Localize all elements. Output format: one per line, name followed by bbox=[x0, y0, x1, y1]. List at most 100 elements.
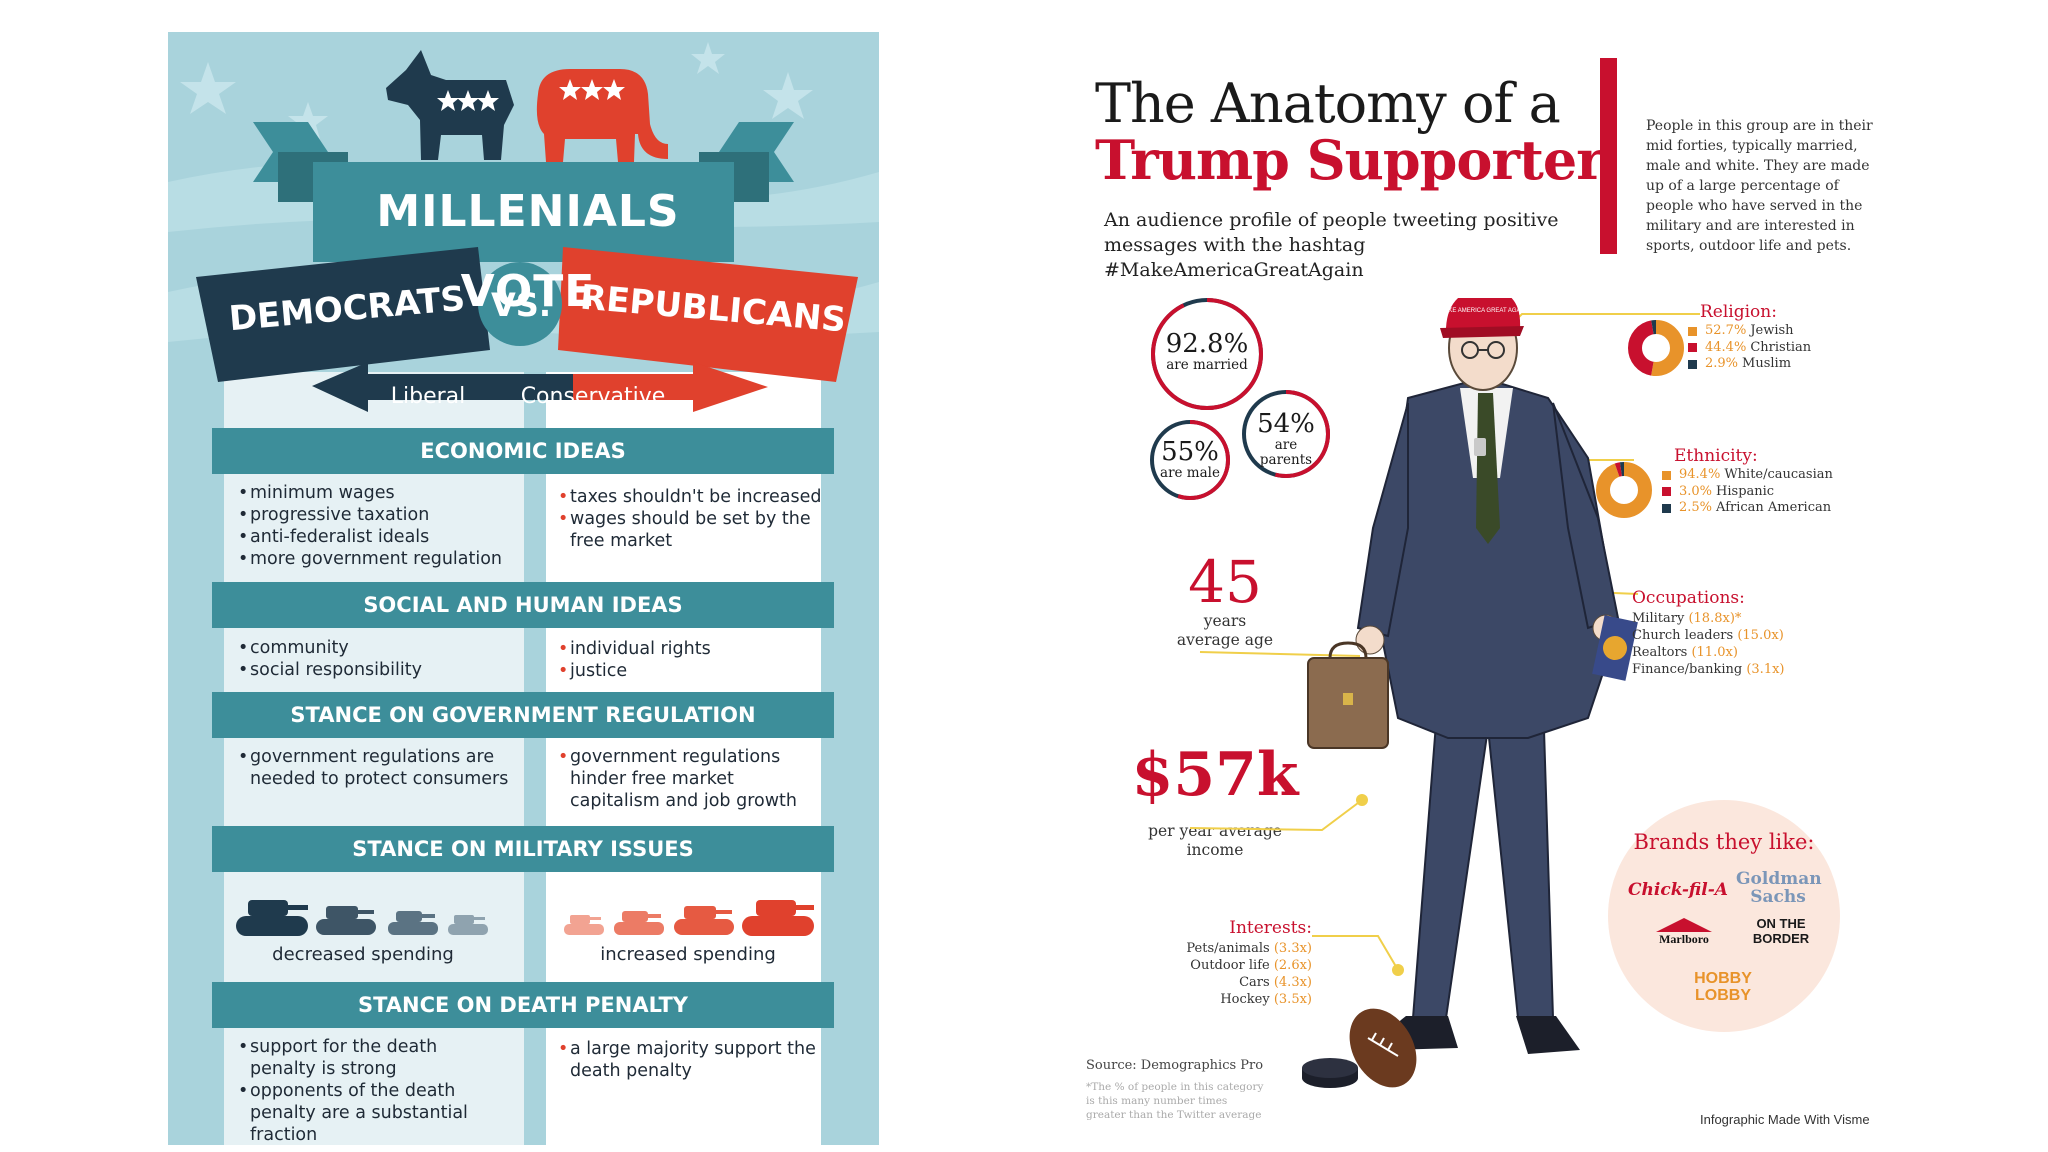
infographic-description: People in this group are in their mid fo… bbox=[1646, 118, 1873, 254]
male-value: 55% bbox=[1161, 437, 1219, 467]
infographic-title-line1: The Anatomy of a bbox=[1095, 72, 1561, 135]
marlboro-roof-icon bbox=[1656, 918, 1712, 932]
donut-slice bbox=[1596, 462, 1652, 518]
conservative-label: Conservative bbox=[520, 384, 666, 409]
elephant-icon bbox=[536, 69, 668, 162]
donut-slice bbox=[1628, 320, 1684, 376]
age-value: 45 bbox=[1188, 548, 1262, 616]
democrat-regulation-list: government regulations are needed to pro… bbox=[238, 746, 528, 790]
parents-stat: 54% are parents bbox=[1236, 410, 1336, 468]
increasing-tanks-icon bbox=[564, 900, 814, 936]
male-ring bbox=[1150, 420, 1230, 500]
list-item: Hockey (3.5x) bbox=[1130, 991, 1312, 1008]
ring-value-arc bbox=[1242, 390, 1330, 478]
liberal-label: Liberal bbox=[390, 384, 466, 409]
income-value: $57k bbox=[1131, 740, 1299, 810]
list-item: government regulations hinder free marke… bbox=[558, 746, 828, 812]
trump-supporter-infographic: The Anatomy of a Trump Supporter An audi… bbox=[1060, 40, 1960, 1140]
list-item: progressive taxation bbox=[238, 504, 528, 526]
occupation-multiplier: (11.0x) bbox=[1691, 645, 1738, 660]
ring-value-arc bbox=[1151, 298, 1263, 410]
married-ring bbox=[1151, 298, 1263, 410]
male-label: are male bbox=[1160, 465, 1220, 481]
section-heading: STANCE ON MILITARY ISSUES bbox=[212, 826, 834, 872]
infographic-subtitle: An audience profile of people tweeting p… bbox=[1104, 209, 1559, 281]
legend-swatch bbox=[1688, 326, 1697, 336]
legend-item: 2.9% Muslim bbox=[1688, 356, 1811, 373]
ethnicity-donut bbox=[1596, 462, 1652, 518]
parents-ring bbox=[1242, 390, 1330, 478]
list-item: taxes shouldn't be increased bbox=[558, 486, 828, 508]
legend-swatch bbox=[1662, 503, 1671, 513]
parents-label-2: parents bbox=[1259, 452, 1313, 468]
red-divider bbox=[1600, 58, 1617, 254]
democrat-economic-list: minimum wages progressive taxation anti-… bbox=[238, 482, 528, 570]
list-item: government regulations are needed to pro… bbox=[238, 746, 528, 790]
section-heading: STANCE ON DEATH PENALTY bbox=[212, 982, 834, 1028]
list-item: more government regulation bbox=[238, 548, 528, 570]
section-heading: SOCIAL AND HUMAN IDEAS bbox=[212, 582, 834, 628]
occupation-label: Church leaders bbox=[1632, 628, 1734, 643]
legend-swatch bbox=[1662, 470, 1671, 480]
list-item: Pets/animals (3.3x) bbox=[1130, 940, 1312, 957]
legend-item: 2.5% African American bbox=[1662, 500, 1833, 517]
source-note: Source: Demographics Pro bbox=[1086, 1058, 1264, 1073]
stat-rings bbox=[1150, 298, 1330, 500]
decreased-spending-label: decreased spending bbox=[272, 944, 454, 965]
vs-label: VS. bbox=[491, 286, 551, 324]
legend-pct: 2.5% bbox=[1679, 500, 1713, 515]
interest-multiplier: (3.3x) bbox=[1273, 941, 1312, 956]
list-item: individual rights bbox=[558, 638, 828, 660]
age-label-2: average age bbox=[1176, 631, 1274, 649]
trump-supporter-figure: MAKE AMERICA GREAT AGAIN bbox=[1302, 298, 1638, 1088]
interest-multiplier: (2.6x) bbox=[1273, 958, 1312, 973]
legend-label: Muslim bbox=[1742, 356, 1792, 371]
list-item: wages should be set by the free market bbox=[558, 508, 828, 552]
occupation-multiplier: (18.8x)* bbox=[1688, 611, 1742, 626]
legend-pct: 52.7% bbox=[1705, 323, 1747, 338]
interest-multiplier: (4.3x) bbox=[1273, 975, 1312, 990]
footnote: *The % of people in this category is thi… bbox=[1086, 1081, 1264, 1121]
legend-swatch bbox=[1662, 487, 1671, 497]
occupation-multiplier: (3.1x) bbox=[1746, 662, 1785, 677]
legend-pct: 94.4% bbox=[1679, 467, 1721, 482]
religion-donut bbox=[1628, 320, 1684, 376]
donut-slice bbox=[1628, 320, 1684, 376]
occupation-label: Finance/banking bbox=[1632, 662, 1743, 677]
married-stat: 92.8% are married bbox=[1152, 330, 1262, 373]
list-item: minimum wages bbox=[238, 482, 528, 504]
brands-heading: Brands they like: bbox=[1633, 830, 1815, 854]
list-item: community bbox=[238, 637, 528, 659]
legend-item: 44.4% Christian bbox=[1688, 340, 1811, 357]
ring-value-arc bbox=[1150, 420, 1230, 500]
millenials-vote-poster: MILLENIALS VOTE DEMOCRATS VS. REPUBLICAN… bbox=[168, 32, 879, 1145]
legend-pct: 2.9% bbox=[1705, 356, 1739, 371]
male-stat: 55% are male bbox=[1140, 438, 1240, 481]
republican-death-penalty-list: a large majority support the death penal… bbox=[558, 1038, 818, 1082]
legend-item: 52.7% Jewish bbox=[1688, 323, 1811, 340]
increased-spending-label: increased spending bbox=[600, 944, 776, 965]
list-item: Finance/banking (3.1x) bbox=[1632, 661, 1785, 678]
legend-label: Jewish bbox=[1750, 323, 1794, 338]
democrat-social-list: community social responsibility bbox=[238, 637, 528, 681]
occupations-list: Military (18.8x)* Church leaders (15.0x)… bbox=[1632, 610, 1785, 678]
occupation-label: Military bbox=[1632, 611, 1685, 626]
goldman-sachs-logo: Goldman Sachs bbox=[1736, 869, 1822, 907]
interest-label: Outdoor life bbox=[1190, 958, 1270, 973]
religion-legend: 52.7% Jewish 44.4% Christian 2.9% Muslim bbox=[1688, 323, 1811, 373]
legend-pct: 3.0% bbox=[1679, 483, 1713, 499]
legend-pct: 44.4% bbox=[1705, 339, 1747, 355]
made-with-visme: Infographic Made With Visme bbox=[1700, 1112, 1870, 1127]
section-heading: STANCE ON GOVERNMENT REGULATION bbox=[212, 692, 834, 738]
married-label: are married bbox=[1166, 357, 1248, 373]
parents-value: 54% bbox=[1257, 409, 1315, 439]
interests-heading: Interests: bbox=[1229, 918, 1312, 938]
list-item: Outdoor life (2.6x) bbox=[1130, 957, 1312, 974]
republican-economic-list: taxes shouldn't be increased wages shoul… bbox=[558, 486, 828, 552]
republican-regulation-list: government regulations hinder free marke… bbox=[558, 746, 828, 812]
age-label-1: years bbox=[1203, 612, 1247, 630]
legend-label: Hispanic bbox=[1716, 483, 1775, 499]
legend-swatch bbox=[1688, 359, 1697, 369]
on-the-border-logo: ON THE BORDER bbox=[1752, 916, 1810, 946]
list-item: a large majority support the death penal… bbox=[558, 1038, 818, 1082]
